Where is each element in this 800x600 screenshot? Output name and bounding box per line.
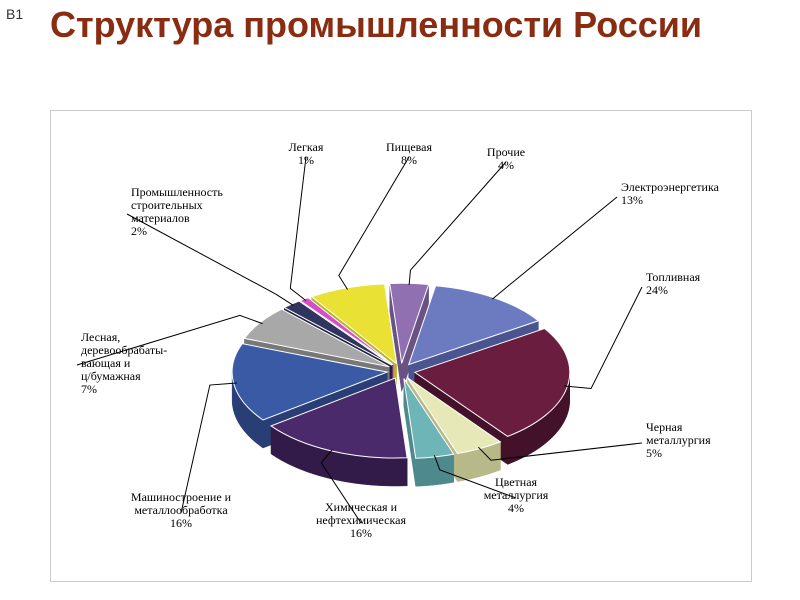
slice-label: Химическая инефтехимическая16% — [316, 500, 406, 540]
slice-label: Электроэнергетика13% — [621, 180, 720, 207]
leader-line — [290, 157, 306, 300]
page-title: Структура промышленности России — [50, 4, 750, 45]
slice-label: Пищевая8% — [386, 140, 432, 167]
slice-label: Легкая1% — [289, 140, 324, 167]
slice-label: Чернаяметаллургия5% — [646, 420, 711, 460]
slice-label: Прочие4% — [487, 145, 525, 172]
leader-line — [339, 157, 409, 289]
leader-line — [409, 162, 506, 285]
slice-label: Цветнаяметаллургия4% — [484, 475, 549, 515]
leader-line — [492, 197, 617, 299]
page-marker: B1 — [6, 6, 23, 22]
pie-chart-3d: Электроэнергетика13% Топливная24% Чернаяме… — [50, 110, 752, 582]
slice-label: Лесная,деревообрабаты-вающая иц/бумажная… — [81, 330, 167, 396]
leader-line — [127, 214, 293, 305]
slice-label: Промышленностьстроительныхматериалов2% — [131, 185, 223, 238]
leader-line — [564, 287, 642, 389]
slice-label: Машиностроение иметаллообработка16% — [131, 490, 232, 530]
slice-label: Топливная24% — [646, 270, 701, 297]
